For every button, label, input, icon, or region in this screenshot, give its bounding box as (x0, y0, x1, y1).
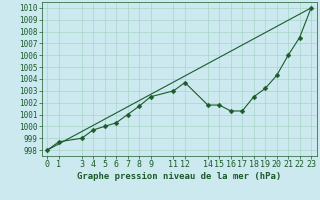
X-axis label: Graphe pression niveau de la mer (hPa): Graphe pression niveau de la mer (hPa) (77, 172, 281, 181)
